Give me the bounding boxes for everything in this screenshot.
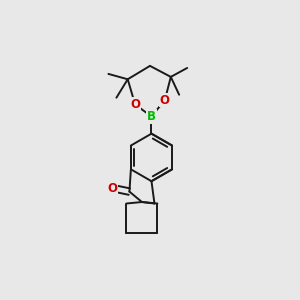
- Text: O: O: [160, 94, 170, 106]
- Text: O: O: [107, 182, 117, 194]
- Text: O: O: [130, 98, 140, 111]
- Text: B: B: [147, 110, 156, 123]
